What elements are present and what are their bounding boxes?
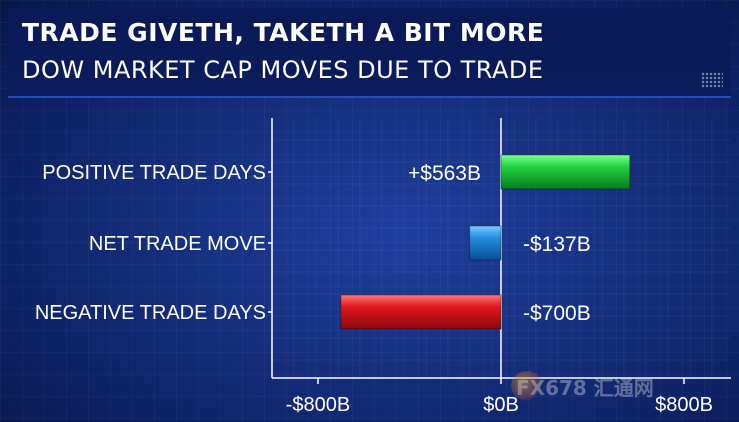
x-tick-label-1: $0B bbox=[483, 394, 519, 416]
watermark-text: FX678 汇通网 bbox=[516, 376, 654, 400]
category-label-1: NET TRADE MOVE bbox=[89, 233, 266, 255]
decorative-dots bbox=[701, 72, 723, 88]
x-axis-ticks: -$800B $0B $800B bbox=[286, 378, 713, 416]
bars bbox=[340, 154, 631, 330]
chart-header: TRADE GIVETH, TAKETH A BIT MORE DOW MARK… bbox=[8, 8, 731, 98]
value-labels: +$563B -$137B -$700B bbox=[408, 162, 591, 325]
bar-2 bbox=[340, 294, 502, 330]
category-label-2: NEGATIVE TRADE DAYS bbox=[35, 302, 266, 324]
value-label-1: -$137B bbox=[523, 233, 591, 256]
chart-title: TRADE GIVETH, TAKETH A BIT MORE bbox=[22, 18, 545, 47]
category-label-0: POSITIVE TRADE DAYS bbox=[42, 162, 266, 184]
x-tick-label-0: -$800B bbox=[286, 394, 351, 416]
category-labels: POSITIVE TRADE DAYS NET TRADE MOVE NEGATIV… bbox=[35, 162, 272, 324]
watermark-logo-icon bbox=[511, 371, 543, 401]
value-label-0: +$563B bbox=[408, 162, 481, 185]
bar-0 bbox=[500, 154, 631, 190]
bar-1 bbox=[469, 225, 502, 261]
x-tick-label-2: $800B bbox=[655, 394, 713, 416]
value-label-2: -$700B bbox=[523, 302, 591, 325]
chart-subtitle: DOW MARKET CAP MOVES DUE TO TRADE bbox=[22, 56, 544, 84]
